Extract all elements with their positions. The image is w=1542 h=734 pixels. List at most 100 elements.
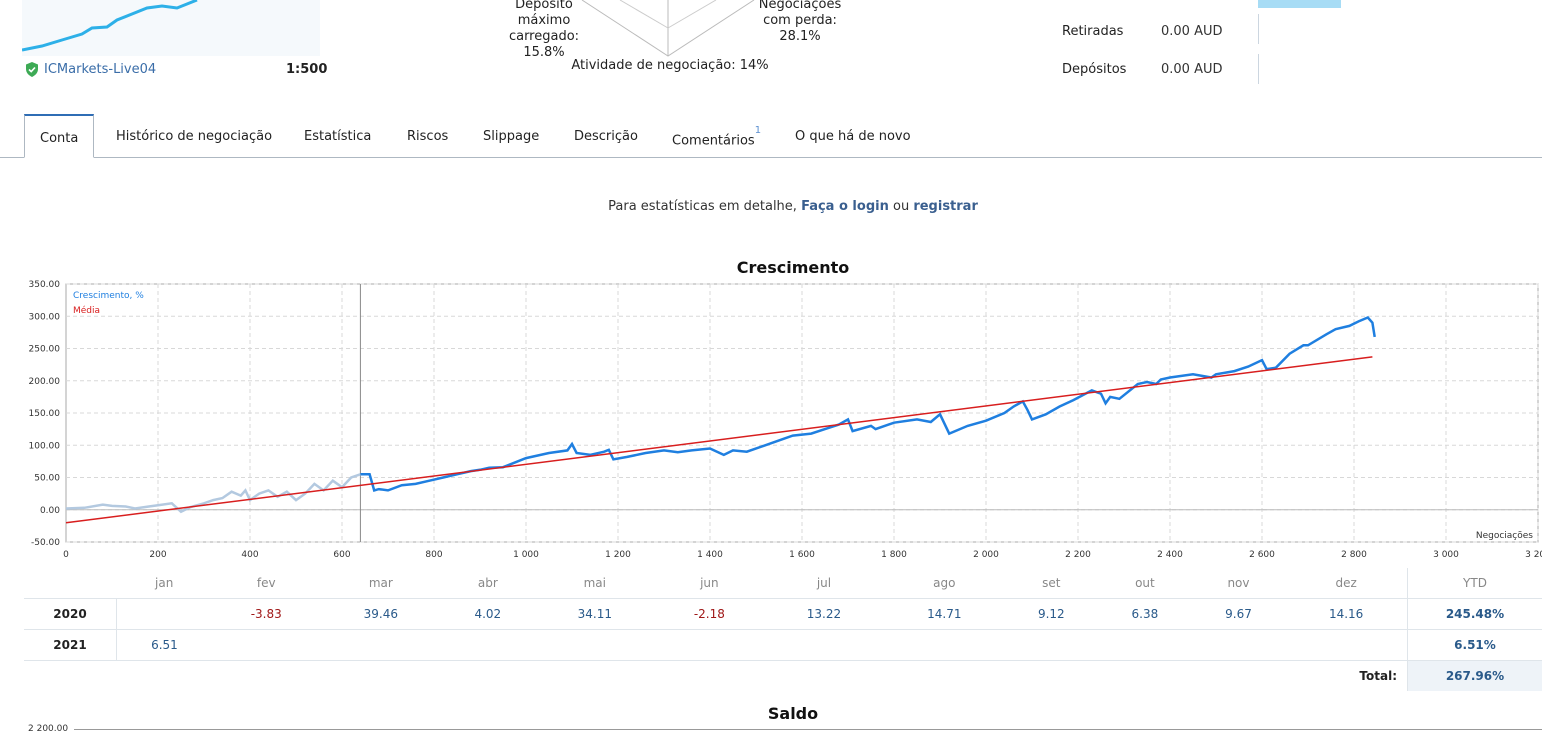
month-value	[1192, 630, 1286, 661]
x-tick-label: 3 000	[1433, 550, 1459, 560]
x-tick-label: 1 800	[881, 550, 907, 560]
tabs-underline	[0, 157, 1542, 158]
leverage-value: 1:500	[286, 62, 327, 77]
x-tick-label: 2 600	[1249, 550, 1275, 560]
y-tick-label: 100.00	[29, 441, 61, 451]
tab-conta[interactable]: Conta	[24, 114, 94, 158]
x-tick-label: 2 400	[1157, 550, 1183, 560]
month-value	[535, 630, 655, 661]
month-value: 14.71	[884, 599, 1004, 630]
month-value	[321, 630, 441, 661]
tab-estatistica[interactable]: Estatística	[304, 114, 371, 157]
y-tick-label: -50.00	[31, 538, 60, 548]
deposits-value: 0.00 AUD	[1161, 62, 1223, 77]
tab-label: Comentários	[672, 133, 755, 148]
month-value: 13.22	[764, 599, 884, 630]
y-tick-label: 200.00	[29, 377, 61, 387]
loss-trades-line-2: com perda:	[752, 13, 848, 29]
table-header-corner	[24, 568, 117, 599]
tab-label: Slippage	[483, 129, 539, 144]
x-tick-label: 200	[149, 550, 166, 560]
mini-growth-line	[22, 0, 320, 56]
y-tick-label: 150.00	[29, 409, 61, 419]
month-value: 14.16	[1285, 599, 1407, 630]
x-tick-label: 1 400	[697, 550, 723, 560]
withdrawals-label: Retiradas	[1062, 24, 1123, 39]
tab-novidades[interactable]: O que há de novo	[795, 114, 911, 157]
login-prompt: Para estatísticas em detalhe, Faça o log…	[0, 199, 1542, 214]
tab-label: Riscos	[407, 129, 448, 144]
summary-bar	[1258, 0, 1341, 8]
month-value	[117, 599, 212, 630]
tab-label: Conta	[40, 131, 78, 146]
year-cell: 2020	[24, 599, 117, 630]
tab-label: O que há de novo	[795, 129, 911, 144]
trading-activity: Atividade de negociação: 14%	[560, 58, 780, 74]
y-tick-label: 0.00	[40, 506, 60, 516]
total-row: Total: 267.96%	[24, 661, 1542, 692]
tab-label: Histórico de negociação	[116, 129, 272, 144]
loss-trades-value: 28.1%	[752, 29, 848, 45]
balance-chart-title: Saldo	[0, 704, 1542, 723]
month-value	[1098, 630, 1192, 661]
month-header: nov	[1192, 568, 1286, 599]
deposits-label: Depósitos	[1062, 62, 1126, 77]
max-deposit-load-line-3: carregado:	[500, 29, 588, 45]
legend-average: Média	[73, 305, 100, 316]
x-tick-label: 0	[63, 550, 69, 560]
month-value: 9.12	[1005, 599, 1099, 630]
month-value: 4.02	[441, 599, 535, 630]
x-tick-label: 400	[241, 550, 258, 560]
tab-riscos[interactable]: Riscos	[407, 114, 448, 157]
y-tick-label: 250.00	[29, 345, 61, 355]
month-value: 6.38	[1098, 599, 1192, 630]
month-value: -3.83	[212, 599, 321, 630]
month-header: dez	[1285, 568, 1407, 599]
login-prompt-text: Para estatísticas em detalhe,	[608, 199, 797, 214]
month-value: -2.18	[655, 599, 764, 630]
month-header: set	[1005, 568, 1099, 599]
x-tick-label: 2 800	[1341, 550, 1367, 560]
month-header: mai	[535, 568, 655, 599]
loss-trades-label: Negociações com perda: 28.1%	[752, 0, 848, 45]
month-value	[655, 630, 764, 661]
table-row: 2020 -3.83 39.46 4.02 34.11 -2.18 13.22 …	[24, 599, 1542, 630]
legend-growth: Crescimento, %	[73, 291, 144, 301]
total-value: 267.96%	[1408, 661, 1542, 692]
x-tick-label: 2 000	[973, 550, 999, 560]
broker-info: ICMarkets-Live04	[25, 62, 156, 77]
month-header: mar	[321, 568, 441, 599]
broker-server-link[interactable]: ICMarkets-Live04	[44, 62, 156, 77]
tab-comentarios[interactable]: Comentários1	[672, 114, 761, 157]
tab-descricao[interactable]: Descrição	[574, 114, 638, 157]
x-tick-label: 600	[333, 550, 350, 560]
x-tick-label: 3 200	[1525, 550, 1542, 560]
summary-divider	[1258, 54, 1259, 84]
ytd-value: 6.51%	[1408, 630, 1542, 661]
year-cell: 2021	[24, 630, 117, 661]
monthly-returns-table: jan fev mar abr mai jun jul ago set out …	[24, 568, 1542, 691]
month-header: ago	[884, 568, 1004, 599]
register-link[interactable]: registrar	[913, 199, 978, 214]
month-value	[884, 630, 1004, 661]
tab-historico[interactable]: Histórico de negociação	[116, 114, 272, 157]
loss-trades-line-1: Negociações	[752, 0, 848, 13]
growth-chart: 350.00300.00250.00200.00150.00100.0050.0…	[0, 278, 1542, 563]
month-header: out	[1098, 568, 1192, 599]
month-header: jul	[764, 568, 884, 599]
x-tick-label: 1 600	[789, 550, 815, 560]
login-link[interactable]: Faça o login	[801, 199, 889, 214]
tab-slippage[interactable]: Slippage	[483, 114, 539, 157]
tab-label: Descrição	[574, 129, 638, 144]
x-tick-label: 800	[425, 550, 442, 560]
total-label: Total:	[24, 661, 1408, 692]
month-value	[441, 630, 535, 661]
month-value: 9.67	[1192, 599, 1286, 630]
tab-label: Estatística	[304, 129, 371, 144]
month-value	[212, 630, 321, 661]
summary-divider	[1258, 14, 1259, 44]
max-deposit-load-label: Depósito máximo carregado: 15.8%	[500, 0, 588, 61]
table-header-row: jan fev mar abr mai jun jul ago set out …	[24, 568, 1542, 599]
max-deposit-load-line-1: Depósito	[500, 0, 588, 13]
comments-count-badge: 1	[755, 125, 761, 136]
